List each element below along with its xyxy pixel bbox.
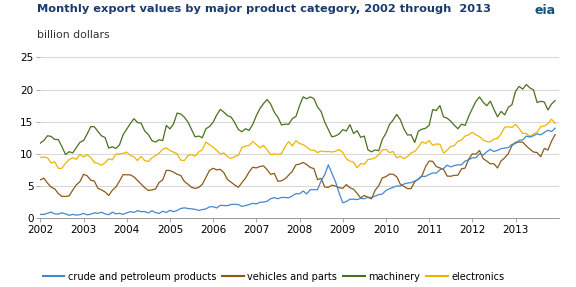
Legend: crude and petroleum products, vehicles and parts, machinery, electronics: crude and petroleum products, vehicles a… [39,268,509,286]
Text: billion dollars: billion dollars [37,30,110,40]
Text: eia: eia [535,4,556,17]
Text: Monthly export values by major product category, 2002 through  2013: Monthly export values by major product c… [37,4,491,14]
